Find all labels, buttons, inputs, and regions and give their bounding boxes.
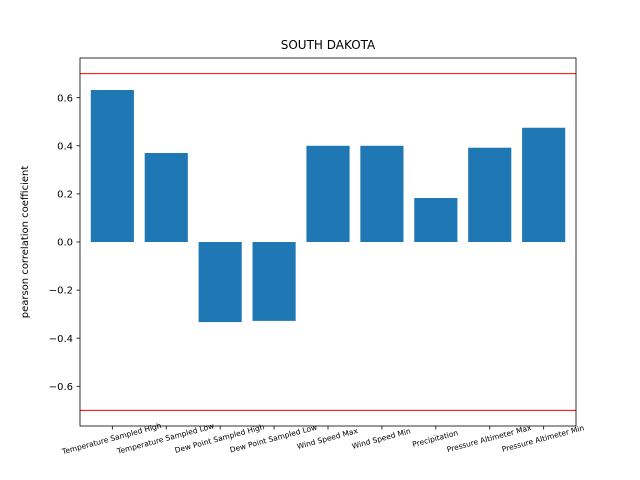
y-tick-label: −0.2 — [49, 286, 73, 297]
chart-title: SOUTH DAKOTA — [281, 38, 376, 52]
reference-lines-group — [80, 73, 576, 411]
y-tick-label: −0.4 — [49, 334, 73, 345]
bar-2 — [144, 153, 188, 242]
bar-9 — [522, 127, 566, 242]
y-tick-label: 0.4 — [57, 141, 73, 152]
bar-8 — [468, 147, 512, 242]
y-axis-label: pearson correlation coefficient — [20, 166, 31, 319]
bar-1 — [90, 89, 134, 243]
y-tick-label: −0.6 — [49, 382, 73, 393]
bar-4 — [252, 242, 296, 321]
y-ticks-group: −0.6 −0.4 −0.2 0.0 0.2 0.4 0.6 — [49, 93, 80, 393]
y-tick-label: 0.2 — [57, 189, 73, 200]
x-tick-label: Wind Speed Min — [351, 426, 412, 450]
bar-6 — [360, 145, 404, 242]
bars-group — [90, 89, 566, 323]
bar-7 — [414, 197, 458, 242]
bar-3 — [198, 242, 242, 323]
bar-5 — [306, 145, 350, 242]
plot-frame — [79, 57, 577, 427]
y-tick-label: 0.0 — [57, 238, 73, 249]
y-tick-label: 0.6 — [57, 93, 73, 104]
